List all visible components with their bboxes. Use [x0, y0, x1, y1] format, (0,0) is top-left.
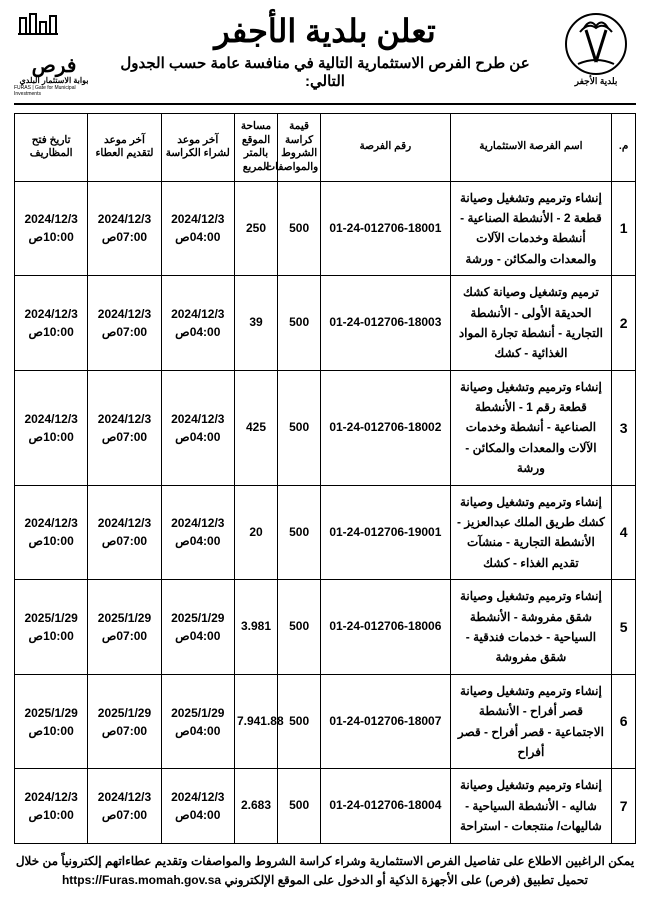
cell-open-date: 2024/12/310:00ص — [15, 370, 88, 485]
cell-opnum: 01-24-012706-18004 — [321, 769, 450, 843]
cell-area: 3.981 — [234, 580, 277, 675]
col-name: اسم الفرصة الاستثمارية — [450, 114, 612, 182]
cell-index: 2 — [612, 276, 636, 371]
col-index: م. — [612, 114, 636, 182]
furas-label-en: FURAS | Gate for Municipal Investments — [14, 85, 94, 97]
table-header-row: م. اسم الفرصة الاستثمارية رقم الفرصة قيم… — [15, 114, 636, 182]
cell-index: 1 — [612, 181, 636, 276]
furas-label-ar: فرص — [32, 56, 77, 76]
cell-bid-deadline: 2024/12/307:00ص — [88, 181, 161, 276]
municipality-logo: بلدية الأجفر — [556, 12, 636, 87]
cell-index: 3 — [612, 370, 636, 485]
cell-area: 250 — [234, 181, 277, 276]
cell-bid-deadline: 2025/1/2907:00ص — [88, 580, 161, 675]
page-subtitle: عن طرح الفرص الاستثمارية التالية في مناف… — [102, 54, 548, 90]
cell-index: 6 — [612, 674, 636, 769]
cell-name: إنشاء وترميم وتشغيل وصيانة شاليه - الأنش… — [450, 769, 612, 843]
cell-open-date: 2025/1/2910:00ص — [15, 674, 88, 769]
cell-opnum: 01-24-012706-18001 — [321, 181, 450, 276]
footer-url: https://Furas.momah.gov.sa — [62, 871, 221, 890]
cell-price: 500 — [278, 276, 321, 371]
cell-opnum: 01-24-012706-18002 — [321, 370, 450, 485]
cell-name: إنشاء وترميم وتشغيل وصيانة قطعة رقم 1 - … — [450, 370, 612, 485]
table-row: 4إنشاء وترميم وتشغيل وصيانة كشك طريق الم… — [15, 485, 636, 580]
cell-buy-deadline: 2024/12/304:00ص — [161, 769, 234, 843]
cell-bid-deadline: 2024/12/307:00ص — [88, 485, 161, 580]
cell-name: إنشاء وترميم وتشغيل وصيانة قطعة 2 - الأن… — [450, 181, 612, 276]
page-title: تعلن بلدية الأجفر — [102, 12, 548, 50]
footer-line-1: يمكن الراغبين الاطلاع على تفاصيل الفرص ا… — [14, 852, 636, 871]
cell-area: 20 — [234, 485, 277, 580]
table-row: 7إنشاء وترميم وتشغيل وصيانة شاليه - الأن… — [15, 769, 636, 843]
cell-bid-deadline: 2024/12/307:00ص — [88, 769, 161, 843]
col-op-number: رقم الفرصة — [321, 114, 450, 182]
cell-opnum: 01-24-012706-18007 — [321, 674, 450, 769]
furas-skyline-icon — [18, 12, 90, 56]
cell-open-date: 2025/1/2910:00ص — [15, 580, 88, 675]
table-row: 1إنشاء وترميم وتشغيل وصيانة قطعة 2 - الأ… — [15, 181, 636, 276]
cell-price: 500 — [278, 769, 321, 843]
table-row: 3إنشاء وترميم وتشغيل وصيانة قطعة رقم 1 -… — [15, 370, 636, 485]
cell-open-date: 2024/12/310:00ص — [15, 485, 88, 580]
cell-name: إنشاء وترميم وتشغيل وصيانة كشك طريق المل… — [450, 485, 612, 580]
footer-line-2-text: تحميل تطبيق (فرص) على الأجهزة الذكية أو … — [221, 873, 588, 887]
cell-price: 500 — [278, 181, 321, 276]
cell-bid-deadline: 2024/12/307:00ص — [88, 370, 161, 485]
palm-emblem-icon — [564, 12, 628, 76]
cell-index: 4 — [612, 485, 636, 580]
cell-open-date: 2024/12/310:00ص — [15, 769, 88, 843]
cell-open-date: 2024/12/310:00ص — [15, 181, 88, 276]
cell-buy-deadline: 2024/12/304:00ص — [161, 276, 234, 371]
cell-name: إنشاء وترميم وتشغيل وصيانة شقق مفروشة - … — [450, 580, 612, 675]
cell-buy-deadline: 2024/12/304:00ص — [161, 181, 234, 276]
cell-bid-deadline: 2024/12/307:00ص — [88, 276, 161, 371]
cell-name: إنشاء وترميم وتشغيل وصيانة قصر أفراح - ا… — [450, 674, 612, 769]
table-row: 5إنشاء وترميم وتشغيل وصيانة شقق مفروشة -… — [15, 580, 636, 675]
footer-line-2: تحميل تطبيق (فرص) على الأجهزة الذكية أو … — [14, 871, 636, 890]
cell-price: 500 — [278, 370, 321, 485]
cell-area: 2.683 — [234, 769, 277, 843]
cell-buy-deadline: 2024/12/304:00ص — [161, 485, 234, 580]
cell-buy-deadline: 2024/12/304:00ص — [161, 370, 234, 485]
announcement-page: بلدية الأجفر تعلن بلدية الأجفر عن طرح ال… — [0, 0, 650, 900]
table-body: 1إنشاء وترميم وتشغيل وصيانة قطعة 2 - الأ… — [15, 181, 636, 843]
cell-index: 5 — [612, 580, 636, 675]
table-row: 2ترميم وتشغيل وصيانة كشك الحديقة الأولى … — [15, 276, 636, 371]
cell-area: 39 — [234, 276, 277, 371]
cell-name: ترميم وتشغيل وصيانة كشك الحديقة الأولى -… — [450, 276, 612, 371]
cell-area: 425 — [234, 370, 277, 485]
cell-price: 500 — [278, 674, 321, 769]
col-buy-deadline: آخر موعد لشراء الكراسة — [161, 114, 234, 182]
table-row: 6إنشاء وترميم وتشغيل وصيانة قصر أفراح - … — [15, 674, 636, 769]
municipality-name: بلدية الأجفر — [575, 76, 618, 87]
cell-opnum: 01-24-012706-18006 — [321, 580, 450, 675]
footer: يمكن الراغبين الاطلاع على تفاصيل الفرص ا… — [14, 852, 636, 890]
cell-index: 7 — [612, 769, 636, 843]
cell-price: 500 — [278, 485, 321, 580]
cell-open-date: 2024/12/310:00ص — [15, 276, 88, 371]
cell-buy-deadline: 2025/1/2904:00ص — [161, 580, 234, 675]
furas-logo: فرص بوابة الاستثمار البلدي FURAS | Gate … — [14, 12, 94, 97]
col-bid-deadline: آخر موعد لتقديم العطاء — [88, 114, 161, 182]
cell-bid-deadline: 2025/1/2907:00ص — [88, 674, 161, 769]
opportunities-table: م. اسم الفرصة الاستثمارية رقم الفرصة قيم… — [14, 113, 636, 844]
cell-price: 500 — [278, 580, 321, 675]
col-doc-price: قيمة كراسة الشروط والمواصفات — [278, 114, 321, 182]
col-open-date: تاريخ فتح المظاريف — [15, 114, 88, 182]
cell-area: 7.941.88 — [234, 674, 277, 769]
title-block: تعلن بلدية الأجفر عن طرح الفرص الاستثمار… — [94, 12, 556, 90]
furas-label-sub: بوابة الاستثمار البلدي — [20, 76, 89, 85]
header: بلدية الأجفر تعلن بلدية الأجفر عن طرح ال… — [14, 12, 636, 105]
cell-opnum: 01-24-012706-18003 — [321, 276, 450, 371]
cell-opnum: 01-24-012706-19001 — [321, 485, 450, 580]
cell-buy-deadline: 2025/1/2904:00ص — [161, 674, 234, 769]
